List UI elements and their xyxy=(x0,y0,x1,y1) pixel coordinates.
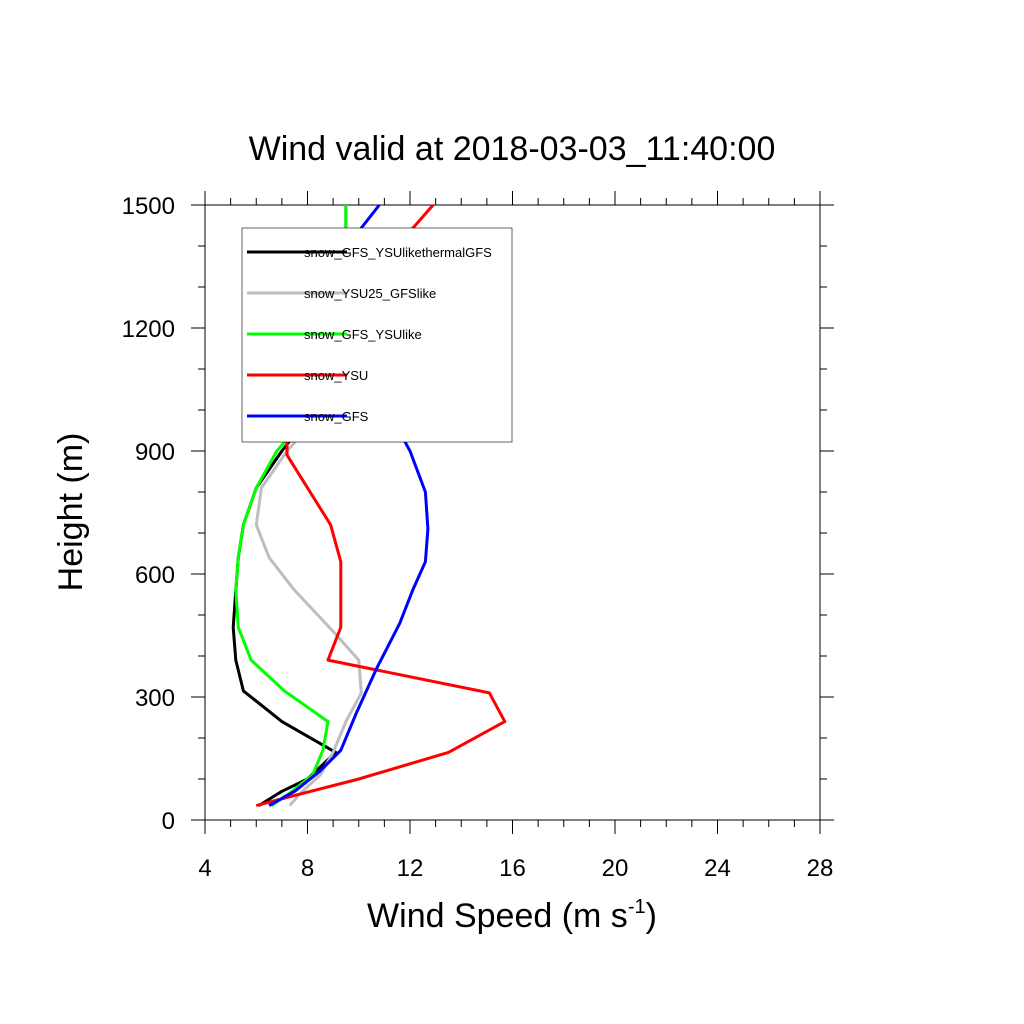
y-tick-label: 900 xyxy=(135,439,175,466)
x-tick-label: 4 xyxy=(198,855,211,882)
x-axis-label: Wind Speed (m s-1) xyxy=(367,896,657,935)
legend-label: snow_YSU xyxy=(304,368,368,383)
y-axis-label: Height (m) xyxy=(52,433,90,592)
legend-label: snow_GFS xyxy=(304,409,369,424)
x-tick-label: 24 xyxy=(704,855,731,882)
x-tick-label: 28 xyxy=(807,855,834,882)
y-tick-label: 1200 xyxy=(122,316,175,343)
x-tick-label: 12 xyxy=(397,855,424,882)
y-tick-label: 1500 xyxy=(122,193,175,220)
x-axis-label-suffix: ) xyxy=(646,897,657,935)
y-tick-label: 300 xyxy=(135,685,175,712)
y-tick-label: 600 xyxy=(135,562,175,589)
legend-label: snow_GFS_YSUlikethermalGFS xyxy=(304,245,492,260)
x-axis-label-superscript: -1 xyxy=(628,896,646,918)
axis-ticks xyxy=(191,191,834,834)
x-tick-label: 8 xyxy=(301,855,314,882)
legend: snow_GFS_YSUlikethermalGFS snow_YSU25_GFS… xyxy=(241,227,513,443)
legend-label: snow_YSU25_GFSlike xyxy=(304,286,436,301)
x-tick-label: 16 xyxy=(499,855,526,882)
y-tick-labels: 0 300 600 900 1200 1500 xyxy=(122,193,175,835)
y-tick-label: 0 xyxy=(162,808,175,835)
legend-entries: snow_GFS_YSUlikethermalGFS snow_YSU25_GFS… xyxy=(247,245,492,424)
x-tick-labels: 4 8 12 16 20 24 28 xyxy=(198,855,833,882)
x-axis-label-text: Wind Speed (m s xyxy=(367,897,628,935)
x-tick-label: 20 xyxy=(602,855,629,882)
legend-label: snow_GFS_YSUlike xyxy=(304,327,422,342)
chart-title: Wind valid at 2018-03-03_11:40:00 xyxy=(249,130,776,168)
